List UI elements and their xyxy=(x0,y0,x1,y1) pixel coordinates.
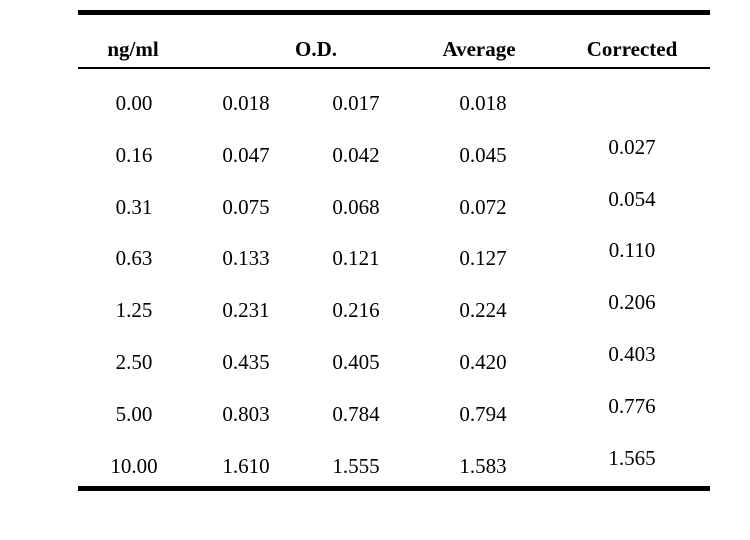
cell-concentration: 1.25 xyxy=(115,298,153,323)
cell-concentration: 2.50 xyxy=(115,350,153,374)
cell-average: 0.224 xyxy=(459,298,507,323)
cell-average: 0.018 xyxy=(459,91,507,115)
cell-od-1: 0.803 xyxy=(222,401,270,426)
cell-concentration: 5.00 xyxy=(115,401,153,426)
cell-od-2: 0.216 xyxy=(332,298,380,323)
cell-corrected: 0.110 xyxy=(608,238,656,263)
cell-average: 0.045 xyxy=(459,142,507,167)
cell-od-2: 0.042 xyxy=(332,142,380,167)
cell-concentration: 0.00 xyxy=(115,91,153,115)
cell-od-2: 0.068 xyxy=(332,194,380,219)
table-header-rule xyxy=(78,67,710,69)
cell-corrected: 1.565 xyxy=(608,445,656,470)
cell-concentration: 0.63 xyxy=(115,246,153,271)
cell-concentration: 10.00 xyxy=(110,453,158,478)
cell-od-1: 0.435 xyxy=(222,350,270,374)
cell-od-1: 0.075 xyxy=(222,194,270,219)
cell-od-1: 0.231 xyxy=(222,298,270,323)
cell-od-1: 1.610 xyxy=(222,453,270,478)
cell-average: 1.583 xyxy=(459,453,507,478)
cell-corrected: 0.206 xyxy=(608,290,656,315)
cell-concentration: 0.31 xyxy=(115,194,153,219)
cell-corrected: 0.027 xyxy=(608,134,656,159)
cell-concentration: 0.16 xyxy=(115,142,153,167)
cell-corrected: 0.403 xyxy=(608,342,656,366)
header-concentration: ng/ml xyxy=(107,37,159,61)
cell-average: 0.794 xyxy=(459,401,507,426)
cell-average: 0.072 xyxy=(459,194,507,219)
cell-corrected: 0.054 xyxy=(608,186,656,211)
cell-od-2: 0.784 xyxy=(332,401,380,426)
cell-od-1: 0.133 xyxy=(222,246,270,271)
table-top-rule xyxy=(78,10,710,15)
cell-corrected: 0.776 xyxy=(608,393,656,418)
header-corrected: Corrected xyxy=(586,37,678,61)
cell-od-1: 0.018 xyxy=(222,91,270,115)
cell-od-2: 0.121 xyxy=(332,246,380,271)
cell-average: 0.420 xyxy=(459,350,507,374)
table-bottom-rule xyxy=(78,486,710,491)
header-average: Average xyxy=(442,37,516,61)
cell-od-2: 1.555 xyxy=(332,453,380,478)
cell-od-1: 0.047 xyxy=(222,142,270,167)
cell-od-2: 0.405 xyxy=(332,350,380,374)
cell-average: 0.127 xyxy=(459,246,507,271)
cell-od-2: 0.017 xyxy=(332,91,380,115)
header-od: O.D. xyxy=(295,37,337,61)
